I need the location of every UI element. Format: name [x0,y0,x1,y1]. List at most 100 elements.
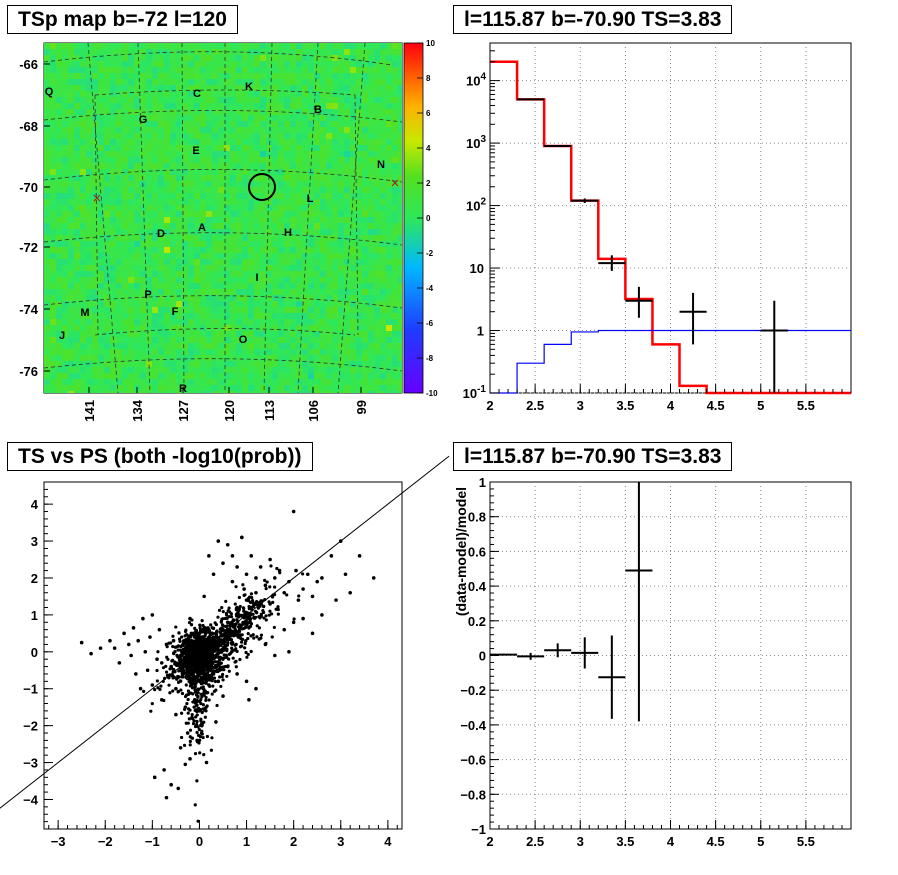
tsmap-cell [92,325,98,331]
tsmap-cell [164,55,170,61]
tsmap-cell [176,235,182,241]
tsmap-cell [344,349,350,355]
tsmap-cell [104,145,110,151]
tsmap-cell [368,169,374,175]
scatter-point [262,616,266,620]
tsmap-cell [68,331,74,337]
tsmap-cell [284,253,290,259]
tsmap-cell [230,277,236,283]
scatter-point [234,665,238,669]
tsmap-cell [386,43,392,49]
tsmap-cell [374,169,380,175]
tsmap-cell [278,73,284,79]
tsmap-cell [272,349,278,355]
tsmap-cell [122,373,128,379]
tsmap-cell [134,343,140,349]
tsmap-cell [188,313,194,319]
tsmap-cell [290,163,296,169]
tsmap-cell [80,271,86,277]
scatter-point [211,684,215,688]
tsmap-cell [170,109,176,115]
tsmap-cell [98,391,104,393]
tsmap-cell [62,205,68,211]
tsmap-cell [356,367,362,373]
tsmap-cell [278,367,284,373]
tsmap-cell [350,313,356,319]
tsmap-cell [230,265,236,271]
tsmap-cell [200,133,206,139]
tsmap-cell [362,61,368,67]
tsmap-cell [146,79,152,85]
tsmap-cell [146,253,152,259]
tsmap-cell [56,355,62,361]
tsmap-cell [68,187,74,193]
tsmap-cell [338,211,344,217]
tsmap-grid-b76 [43,358,403,372]
tsmap-cell [98,193,104,199]
tsmap-region-label-m: M [80,307,89,319]
tsmap-cell [56,235,62,241]
tsmap-cell [356,211,362,217]
tsmap-cell [386,49,392,55]
scatter-point [250,596,254,600]
tsmap-cell [290,187,296,193]
tsmap-cell [368,79,374,85]
tsmap-cell [278,325,284,331]
tsmap-cell [128,91,134,97]
tsmap-cell [356,169,362,175]
tsmap-cell [338,289,344,295]
tsmap-cell [98,253,104,259]
tsmap-cell [68,55,74,61]
tsmap-cell [134,103,140,109]
tsmap-cell [104,325,110,331]
tsmap-cell [56,361,62,367]
tsmap-l-tick-label: 99 [354,400,369,414]
tsmap-cell [140,247,146,253]
tsmap-cell [392,277,398,283]
tsmap-cell [110,211,116,217]
tsmap-cell [86,133,92,139]
tsmap-cell [230,343,236,349]
tsmap-cell [116,97,122,103]
tsmap-cell [368,109,374,115]
tsmap-cell [290,193,296,199]
tsmap-cell [206,313,212,319]
tsmap-cell [326,271,332,277]
tsmap-cell [152,355,158,361]
tsmap-cell [176,313,182,319]
tsmap-cell [122,61,128,67]
tsmap-cell [224,289,230,295]
tsmap-cell [188,283,194,289]
tsmap-cell [74,163,80,169]
tsmap-cell [44,259,50,265]
tsmap-cell [50,355,56,361]
tsmap-cell [284,43,290,49]
tsmap-cell [74,67,80,73]
tsmap-cell [104,373,110,379]
tsmap-cell [386,115,392,121]
tsmap-cell [110,61,116,67]
tsmap-cell [182,325,188,331]
tsmap-cell [92,283,98,289]
tsmap-cell [110,361,116,367]
tsmap-cell [188,229,194,235]
tsmap-cell [368,217,374,223]
tsmap-cell [194,367,200,373]
tsmap-cell [236,229,242,235]
tsmap-cell [206,217,212,223]
tsmap-cell [134,211,140,217]
tsmap-cell [170,187,176,193]
tsmap-cell [182,187,188,193]
tsmap-cell [98,175,104,181]
tsmap-cell [92,151,98,157]
tsmap-cell [350,73,356,79]
tsmap-cell [290,379,296,385]
tsmap-cell [338,247,344,253]
tsmap-cell [68,79,74,85]
tsmap-cell [218,271,224,277]
tsmap-cell [116,343,122,349]
tsmap-cell [296,67,302,73]
tsmap-cell [242,79,248,85]
spectrum-data-point [598,255,626,271]
tsmap-cell [332,241,338,247]
